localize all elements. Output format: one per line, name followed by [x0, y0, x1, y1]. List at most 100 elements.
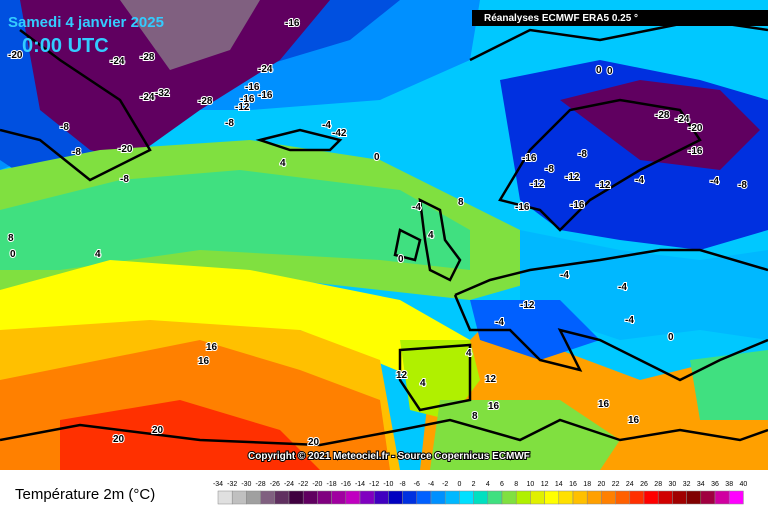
- scale-swatch: [629, 490, 645, 505]
- contour-label: -16: [285, 18, 300, 29]
- contour-label: -28: [198, 96, 213, 107]
- scale-swatch: [558, 490, 574, 505]
- contour-label: 0: [374, 152, 380, 163]
- scale-swatch: [288, 490, 304, 505]
- copyright: Copyright © 2021 Meteociel.fr - Source C…: [248, 451, 530, 462]
- scale-swatch: [430, 490, 446, 505]
- contour-label: -4: [618, 282, 627, 293]
- scale-label: -14: [355, 481, 365, 488]
- scale-swatch: [657, 490, 673, 505]
- scale-swatch: [373, 490, 389, 505]
- scale-label: -8: [399, 481, 405, 488]
- contour-label: -24: [110, 56, 125, 67]
- scale-swatch: [444, 490, 460, 505]
- scale-swatch: [672, 490, 687, 505]
- scale-label: -24: [284, 481, 294, 488]
- contour-label: 20: [113, 434, 125, 445]
- scale-swatch: [530, 490, 545, 505]
- scale-label: 4: [486, 481, 490, 488]
- scale-label: -26: [270, 481, 280, 488]
- contour-label: 8: [472, 411, 478, 422]
- scale-label: -16: [341, 481, 351, 488]
- scale-swatch: [331, 490, 347, 505]
- scale-label: 0: [457, 481, 461, 488]
- scale-label: -32: [227, 481, 237, 488]
- source-text: Réanalyses ECMWF ERA5 0.25 °: [484, 13, 638, 24]
- scale-label: 40: [740, 481, 748, 488]
- scale-swatch: [473, 490, 489, 505]
- contour-label: -24: [140, 92, 155, 103]
- scale-label: -12: [369, 481, 379, 488]
- scale-label: 30: [669, 481, 677, 488]
- scale-swatch: [317, 490, 332, 505]
- contour-label: -16: [515, 202, 530, 213]
- scale-label: 18: [583, 481, 591, 488]
- scale-swatch: [728, 490, 744, 505]
- contour-label: -12: [530, 179, 545, 190]
- scale-label: 34: [697, 481, 705, 488]
- scale-swatch: [345, 490, 361, 505]
- scale-label: 38: [725, 481, 733, 488]
- contour-label: -32: [155, 88, 170, 99]
- contour-label: 8: [8, 233, 14, 244]
- contour-label: 0: [607, 66, 613, 77]
- scale-label: -30: [241, 481, 251, 488]
- contour-label: 12: [485, 374, 497, 385]
- contour-label: 16: [598, 399, 610, 410]
- contour-label: -16: [522, 153, 537, 164]
- scale-swatch: [459, 490, 474, 505]
- contour-label: -16: [570, 200, 585, 211]
- map-background: [0, 0, 768, 470]
- contour-label: -16: [258, 90, 273, 101]
- scale-label: 20: [598, 481, 606, 488]
- contour-label: -12: [565, 172, 580, 183]
- contour-label: -4: [560, 270, 569, 281]
- contour-label: 4: [420, 378, 426, 389]
- scale-swatch: [402, 490, 418, 505]
- contour-label: -8: [545, 164, 554, 175]
- source-box: [472, 10, 768, 26]
- contour-label: -8: [225, 118, 234, 129]
- scale-label: 16: [569, 481, 577, 488]
- contour-label: -12: [235, 102, 250, 113]
- contour-label: -28: [140, 52, 155, 63]
- scale-swatch: [686, 490, 702, 505]
- contour-label: -20: [688, 123, 703, 134]
- contour-label: 4: [280, 158, 286, 169]
- scale-swatch: [515, 490, 531, 505]
- contour-label: -16: [245, 82, 260, 93]
- contour-label: -8: [578, 149, 587, 160]
- contour-label: -12: [596, 180, 611, 191]
- scale-label: 14: [555, 481, 563, 488]
- contour-label: -8: [120, 174, 129, 185]
- contour-label: 12: [396, 370, 408, 381]
- contour-label: -20: [8, 50, 23, 61]
- scale-label: 36: [711, 481, 719, 488]
- contour-label: -20: [118, 144, 133, 155]
- scale-swatch: [700, 490, 716, 505]
- scale-swatch: [572, 490, 588, 505]
- contour-label: -8: [60, 122, 69, 133]
- contour-label: -28: [655, 110, 670, 121]
- contour-label: 8: [458, 197, 464, 208]
- contour-label: 4: [466, 348, 472, 359]
- scale-label: -10: [383, 481, 393, 488]
- contour-label: -4: [495, 317, 504, 328]
- scale-label: 12: [541, 481, 549, 488]
- scale-label: 24: [626, 481, 634, 488]
- scale-swatch: [643, 490, 659, 505]
- contour-label: -16: [688, 146, 703, 157]
- contour-label: -42: [332, 128, 347, 139]
- scale-label: 2: [472, 481, 476, 488]
- contour-label: -24: [258, 64, 273, 75]
- contour-label: 16: [198, 356, 210, 367]
- contour-label: -4: [322, 120, 331, 131]
- scale-swatch: [714, 490, 730, 505]
- scale-swatch: [501, 490, 517, 505]
- contour-label: -8: [72, 147, 81, 158]
- contour-label: 20: [308, 437, 320, 448]
- scale-swatch: [615, 490, 631, 505]
- scale-label: 10: [527, 481, 535, 488]
- contour-label: 16: [206, 342, 218, 353]
- scale-label: 26: [640, 481, 648, 488]
